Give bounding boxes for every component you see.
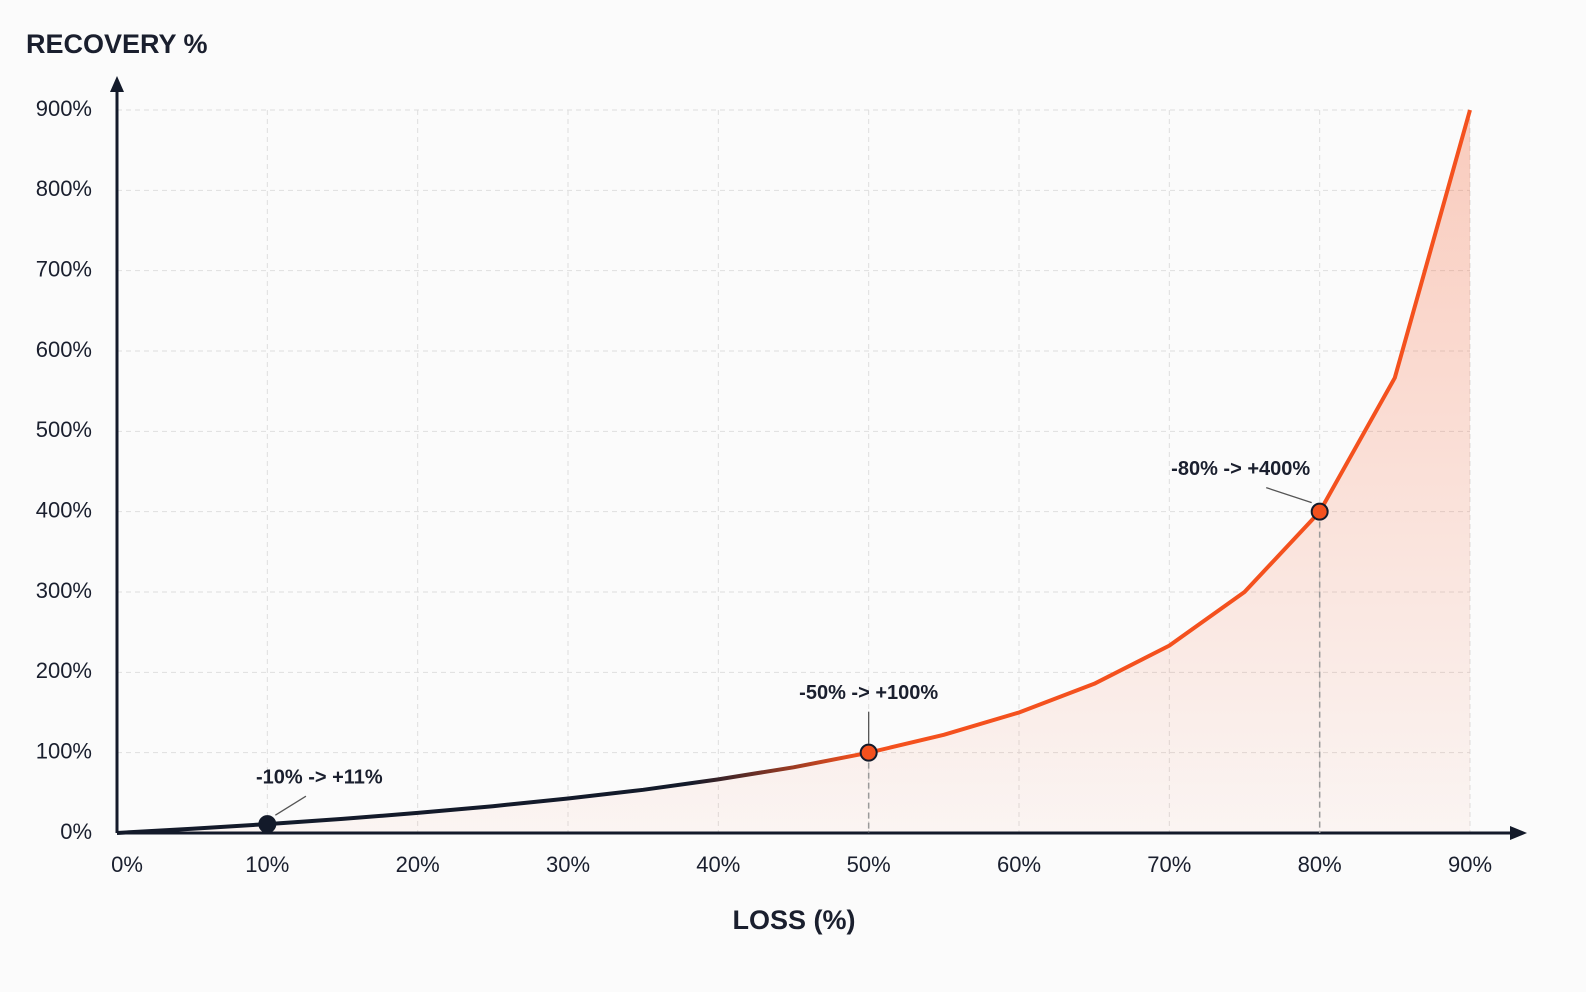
x-tick-label: 90% bbox=[1448, 852, 1492, 877]
x-tick-label: 10% bbox=[245, 852, 289, 877]
annotation-label: -80% -> +400% bbox=[1171, 458, 1310, 480]
leader-line bbox=[274, 795, 307, 816]
y-tick-label: 900% bbox=[36, 96, 92, 121]
y-tick-label: 300% bbox=[36, 578, 92, 603]
x-tick-label: 30% bbox=[546, 852, 590, 877]
leader-line bbox=[1266, 487, 1312, 504]
y-tick-label: 0% bbox=[60, 819, 92, 844]
x-tick-label: 60% bbox=[997, 852, 1041, 877]
annotation-label: -10% -> +11% bbox=[256, 766, 383, 788]
y-tick-label: 100% bbox=[36, 738, 92, 763]
line bbox=[116, 109, 1472, 835]
x-tick-label: 20% bbox=[396, 852, 440, 877]
y-tick-label: 500% bbox=[36, 417, 92, 442]
y-tick-label: 200% bbox=[36, 658, 92, 683]
x-axis-arrow bbox=[1510, 826, 1527, 840]
x-tick-label: 40% bbox=[696, 852, 740, 877]
annotation-marker bbox=[859, 743, 878, 762]
y-tick-label: 800% bbox=[36, 176, 92, 201]
x-tick-label: 0% bbox=[111, 852, 143, 877]
annotation-marker bbox=[258, 815, 277, 834]
area bbox=[117, 110, 1470, 833]
y-tick-label: 600% bbox=[36, 337, 92, 362]
y-tick-label: 400% bbox=[36, 497, 92, 522]
annotation-label: -50% -> +100% bbox=[799, 682, 938, 704]
x-tick-label: 70% bbox=[1147, 852, 1191, 877]
x-tick-label: 50% bbox=[847, 852, 891, 877]
x-axis-title: LOSS (%) bbox=[732, 905, 855, 935]
y-axis-arrow bbox=[110, 76, 124, 92]
x-tick-label: 80% bbox=[1298, 852, 1342, 877]
y-tick-label: 700% bbox=[36, 256, 92, 281]
annotation-marker bbox=[1310, 502, 1329, 521]
y-axis-title: RECOVERY % bbox=[26, 29, 208, 59]
